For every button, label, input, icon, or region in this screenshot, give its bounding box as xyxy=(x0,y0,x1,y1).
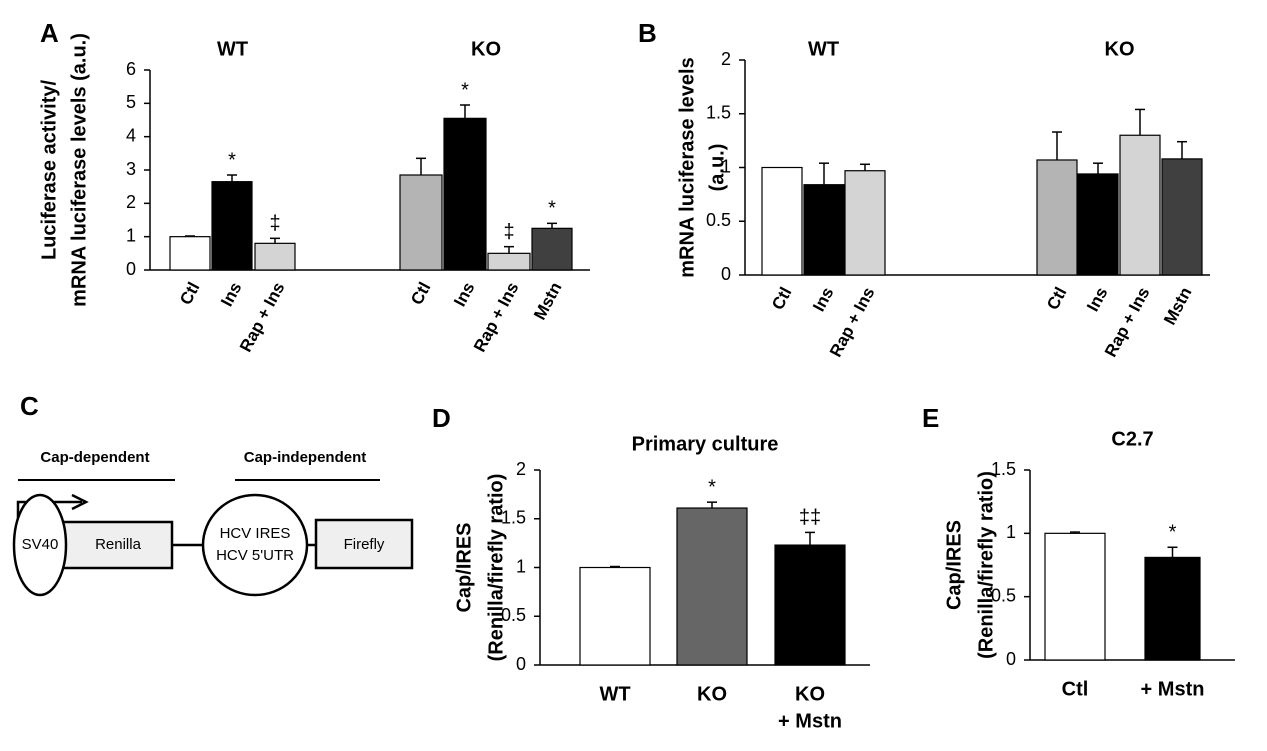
y-tick-label: 2 xyxy=(516,459,526,479)
sv40-oval xyxy=(12,493,68,597)
bar xyxy=(1144,556,1201,661)
x-tick-label: Ctl xyxy=(1062,678,1089,700)
annotation: * xyxy=(461,79,469,101)
y-tick-label: 3 xyxy=(126,159,136,179)
x-tick-label: Ins xyxy=(809,284,837,315)
y-tick-label: 1.5 xyxy=(991,459,1016,479)
bar xyxy=(531,227,573,271)
x-tick-label: KO xyxy=(697,683,727,705)
y-tick-label: 1.5 xyxy=(706,103,731,123)
panel-label: D xyxy=(432,403,451,433)
renilla-box xyxy=(58,520,174,570)
bar xyxy=(774,544,846,666)
y-tick-label: 0 xyxy=(1006,649,1016,669)
y-tick-label: 0.5 xyxy=(501,605,526,625)
y-tick-label: 0.5 xyxy=(706,210,731,230)
y-axis-label: Luciferase activity/ xyxy=(38,80,60,261)
chart-title: C2.7 xyxy=(1111,428,1153,450)
x-tick-label: Ins xyxy=(1083,284,1111,315)
bar xyxy=(676,507,748,666)
x-tick-label: Ins xyxy=(450,279,478,310)
region-label: Cap-independent xyxy=(244,449,367,466)
annotation: ‡ xyxy=(269,213,280,235)
y-tick-label: 6 xyxy=(126,59,136,79)
y-tick-label: 1 xyxy=(516,556,526,576)
annotation: * xyxy=(548,198,556,220)
promoter-label: SV40 xyxy=(22,536,59,553)
y-tick-label: 2 xyxy=(126,192,136,212)
y-tick-label: 4 xyxy=(126,125,136,145)
bar xyxy=(399,174,443,271)
y-axis-label: mRNA luciferase levels xyxy=(676,57,698,277)
y-tick-label: 1 xyxy=(1006,522,1016,542)
ires-label: HCV IRES xyxy=(220,525,291,542)
x-tick-label: Mstn xyxy=(530,279,565,323)
y-tick-label: 1 xyxy=(721,156,731,176)
bar xyxy=(803,184,845,276)
y-tick-label: 1 xyxy=(126,225,136,245)
group-label: KO xyxy=(1105,38,1135,60)
group-label: KO xyxy=(471,38,501,60)
bar xyxy=(211,181,253,271)
bar xyxy=(1044,532,1106,661)
x-tick-label: WT xyxy=(599,683,630,705)
panel-label: E xyxy=(922,403,939,433)
bar xyxy=(1119,134,1161,276)
x-tick-label: KO xyxy=(795,683,825,705)
bar xyxy=(844,170,886,276)
region-label: Cap-dependent xyxy=(40,449,149,466)
ires-label: HCV 5'UTR xyxy=(216,547,294,564)
x-tick-label: + Mstn xyxy=(1141,678,1205,700)
ires-oval xyxy=(201,493,309,597)
bar xyxy=(169,236,211,271)
y-tick-label: 1.5 xyxy=(501,508,526,528)
annotation: * xyxy=(228,149,236,171)
bar xyxy=(443,117,487,271)
bar xyxy=(254,242,296,271)
arrow-head xyxy=(71,493,89,511)
annotation: * xyxy=(1169,522,1177,544)
diagram-c: C Cap-dependent Cap-independent SV40 Ren… xyxy=(12,391,414,597)
panel-label: B xyxy=(638,18,657,48)
chart-title: Primary culture xyxy=(632,433,779,455)
x-tick-label: Ctl xyxy=(1043,284,1070,313)
y-tick-label: 0 xyxy=(721,264,731,284)
group-label: WT xyxy=(217,38,248,60)
group-label: WT xyxy=(808,38,839,60)
firefly-box xyxy=(314,518,414,570)
y-tick-label: 2 xyxy=(721,49,731,69)
y-axis-label: mRNA luciferase levels (a.u.) xyxy=(68,33,90,307)
bar xyxy=(579,566,651,666)
panel-label: C xyxy=(20,391,39,421)
annotation: ‡‡ xyxy=(799,507,821,529)
y-tick-label: 5 xyxy=(126,92,136,112)
annotation: * xyxy=(708,476,716,498)
x-tick-label: Rap + Ins xyxy=(470,279,522,355)
x-tick-label: Ctl xyxy=(176,279,203,308)
x-tick-label: + Mstn xyxy=(778,710,842,732)
y-tick-label: 0.5 xyxy=(991,585,1016,605)
bar xyxy=(1077,173,1119,276)
y-tick-label: 0 xyxy=(126,259,136,279)
annotation: ‡ xyxy=(503,221,514,243)
panel-label: A xyxy=(40,18,59,48)
x-tick-label: Mstn xyxy=(1160,284,1195,328)
y-axis-label: (Renilla/firefly ratio) xyxy=(485,474,507,662)
x-tick-label: Ctl xyxy=(768,284,795,313)
x-tick-label: Ctl xyxy=(407,279,434,308)
y-axis-label: Cap/IRES xyxy=(943,520,965,610)
bar xyxy=(1161,158,1203,276)
y-axis-label: Cap/IRES xyxy=(453,522,475,612)
y-axis-label: (Renilla/firefly ratio) xyxy=(975,471,997,659)
x-tick-label: Ins xyxy=(217,279,245,310)
reporter-label: Firefly xyxy=(344,536,385,553)
y-tick-label: 0 xyxy=(516,654,526,674)
y-axis-label: (a.u.) xyxy=(706,144,728,192)
bar xyxy=(1036,159,1078,276)
bar xyxy=(761,166,803,276)
bar xyxy=(487,252,531,271)
reporter-label: Renilla xyxy=(95,536,142,553)
